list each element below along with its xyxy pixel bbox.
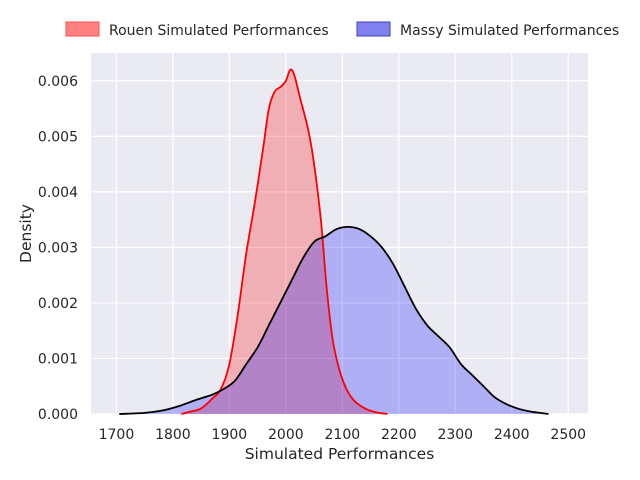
x-tick-label: 2000 <box>268 427 304 443</box>
legend-label-series-2: Massy Simulated Performances <box>400 23 619 39</box>
y-axis-label: Density <box>17 204 35 263</box>
y-tick-label: 0.001 <box>38 351 78 367</box>
x-tick-label: 2100 <box>325 427 361 443</box>
grid-lines <box>91 53 588 415</box>
x-tick-label: 1700 <box>99 427 135 443</box>
density-lines <box>119 68 549 415</box>
x-tick-label: 2500 <box>550 427 586 443</box>
x-tick-label: 1800 <box>155 427 191 443</box>
y-tick-label: 0.000 <box>38 407 78 423</box>
legend: Rouen Simulated Performances Massy Simula… <box>65 21 619 39</box>
legend-label-series-1: Rouen Simulated Performances <box>109 23 329 39</box>
legend-swatch-series-1 <box>65 21 100 37</box>
x-tick-label: 2400 <box>494 427 530 443</box>
x-axis-ticks: 1700 1800 1900 2000 2100 2200 2300 2400 2500 <box>99 427 586 443</box>
x-axis-label: Simulated Performances <box>245 445 435 463</box>
y-axis-ticks: 0.000 0.001 0.002 0.003 0.004 0.005 0.006 <box>38 74 78 423</box>
density-area-series-2 <box>119 226 549 414</box>
y-tick-label: 0.003 <box>38 240 78 256</box>
y-tick-label: 0.006 <box>38 74 78 90</box>
density-line-series-2 <box>119 225 549 415</box>
y-tick-label: 0.005 <box>38 129 78 145</box>
density-area-series-1 <box>181 69 388 414</box>
x-tick-label: 2200 <box>381 427 417 443</box>
y-tick-label: 0.004 <box>38 185 78 201</box>
x-tick-label: 2300 <box>437 427 473 443</box>
density-areas <box>119 69 549 414</box>
density-line-series-1 <box>181 68 388 415</box>
x-tick-label: 1900 <box>212 427 248 443</box>
y-tick-label: 0.002 <box>38 296 78 312</box>
legend-swatch-series-2 <box>356 21 391 37</box>
plot-area <box>91 53 588 414</box>
